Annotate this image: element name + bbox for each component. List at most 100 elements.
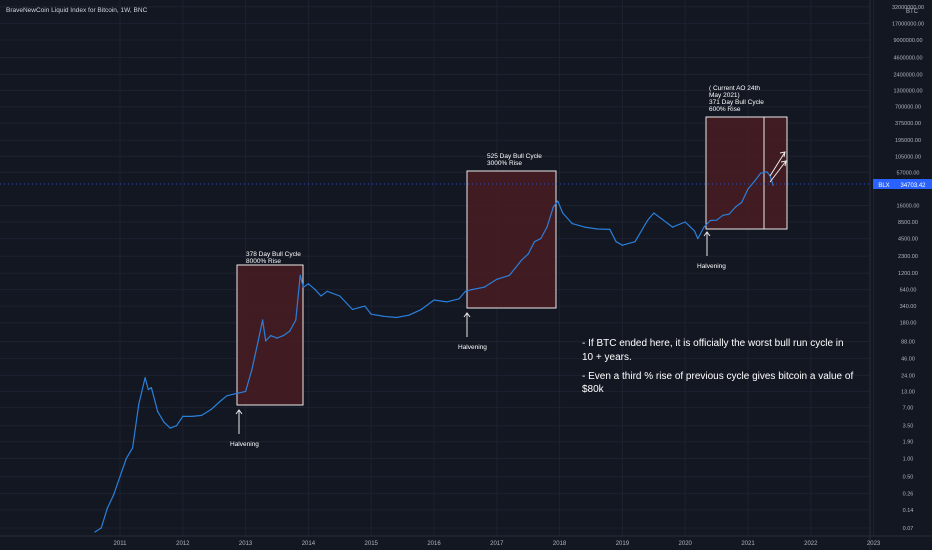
cycle-3-title-line1: ( Current AO 24th (709, 85, 760, 92)
y-tick-label: 4600000.00 (893, 55, 922, 61)
price-point (741, 201, 743, 203)
price-axis[interactable]: 32000000.00 17000000.00 9000000.00 4600000.… (869, 0, 924, 550)
price-point (125, 457, 127, 460)
price-point (766, 171, 768, 173)
y-tick-label: 0.50 (903, 475, 914, 481)
y-tick-label: 13.00 (901, 389, 915, 395)
price-point (270, 335, 272, 337)
price-point (262, 319, 264, 321)
cycle-1-box (236, 264, 304, 406)
y-tick-label: 88.00 (901, 339, 915, 345)
chart-title: BraveNewCoin Liquid Index for Bitcoin, 1… (6, 7, 148, 14)
price-point (147, 388, 149, 391)
cycle-3-title-line3: 371 Day Bull Cycle (709, 99, 764, 106)
y-tick-label: 1200.00 (898, 271, 918, 277)
price-point (144, 377, 146, 379)
price-point (364, 305, 366, 307)
price-point (508, 274, 510, 276)
price-point (672, 226, 674, 228)
price-point (609, 228, 611, 230)
price-point (210, 408, 212, 411)
x-tick-label: 2022 (804, 541, 818, 547)
price-point (235, 392, 237, 395)
price-point (684, 221, 686, 223)
y-tick-label: 1.00 (903, 456, 914, 462)
price-point (709, 219, 711, 222)
price-point (571, 223, 573, 225)
price-point (634, 241, 636, 243)
x-tick-label: 2014 (302, 541, 316, 547)
price-point (94, 531, 96, 533)
y-tick-label: 9000000.00 (893, 38, 922, 44)
cycle-3-title-line2: May 2021) (709, 92, 740, 99)
y-tick-label: 1.90 (903, 440, 914, 446)
cycle-3-box (705, 116, 788, 230)
price-point (562, 212, 564, 214)
price-point (697, 238, 699, 240)
x-tick-label: 2015 (365, 541, 379, 547)
grid (0, 0, 875, 536)
price-point (471, 289, 473, 291)
y-tick-label: 0.26 (903, 492, 914, 498)
price-point (106, 507, 108, 509)
price-point (265, 340, 267, 342)
price-point (527, 253, 529, 255)
price-point (722, 214, 724, 216)
price-point (138, 403, 140, 405)
price-point (446, 301, 448, 303)
price-point (734, 206, 737, 208)
commentary-p2-line1: - Even a third % rise of previous cycle … (582, 371, 853, 382)
price-point (276, 337, 278, 339)
price-point (772, 184, 774, 186)
commentary-p1-line2: 10 + years. (582, 352, 632, 363)
y-tick-label: 46.00 (901, 356, 915, 362)
price-point (351, 308, 353, 310)
halving-arrow-2 (463, 312, 471, 337)
price-point (100, 527, 102, 529)
y-tick-label: 105000.00 (895, 154, 921, 160)
price-point (257, 340, 259, 342)
time-axis[interactable]: 2011 2012 2013 2014 2015 2016 2017 2018 2019 2020… (0, 535, 932, 547)
price-point (420, 308, 422, 310)
price-point (282, 335, 284, 337)
price-point (251, 369, 253, 371)
price-point (464, 290, 466, 292)
x-tick-label: 2021 (741, 541, 755, 547)
price-point (383, 315, 385, 317)
x-tick-label: 2011 (114, 541, 128, 547)
x-tick-label: 2020 (679, 541, 693, 547)
cycle-2-rise: 3000% Rise (487, 160, 522, 167)
cycle-3-rise: 600% Rise (709, 106, 741, 113)
price-point (703, 226, 705, 228)
x-tick-label: 2019 (616, 541, 630, 547)
cycle-2-box (466, 170, 557, 309)
price-point (245, 390, 247, 392)
price-tag-value: 34703.42 (900, 183, 926, 189)
price-point (182, 415, 184, 417)
price-point (653, 212, 655, 214)
y-tick-label: 180.00 (900, 321, 917, 327)
price-point (433, 299, 435, 301)
price-point (339, 295, 341, 297)
price-point (458, 298, 460, 300)
x-tick-label: 2023 (867, 541, 881, 547)
price-point (119, 476, 121, 478)
price-point (646, 219, 649, 222)
price-point (307, 283, 309, 285)
price-point (113, 494, 115, 496)
halving-label-2: Halvening (458, 344, 487, 351)
price-point (395, 316, 397, 319)
price-point (496, 278, 498, 280)
price-point (226, 395, 228, 397)
price-point (716, 219, 718, 221)
price-point (540, 238, 542, 240)
price-point (163, 421, 165, 423)
cycle-1-title: 378 Day Bull Cycle (246, 251, 301, 258)
price-tag-symbol: BLX (878, 183, 889, 189)
cycle-2-title: 525 Day Bull Cycle (487, 153, 542, 160)
commentary-p1-line1: - If BTC ended here, it is officially th… (582, 338, 844, 349)
x-tick-label: 2018 (553, 541, 567, 547)
price-point (521, 259, 523, 261)
